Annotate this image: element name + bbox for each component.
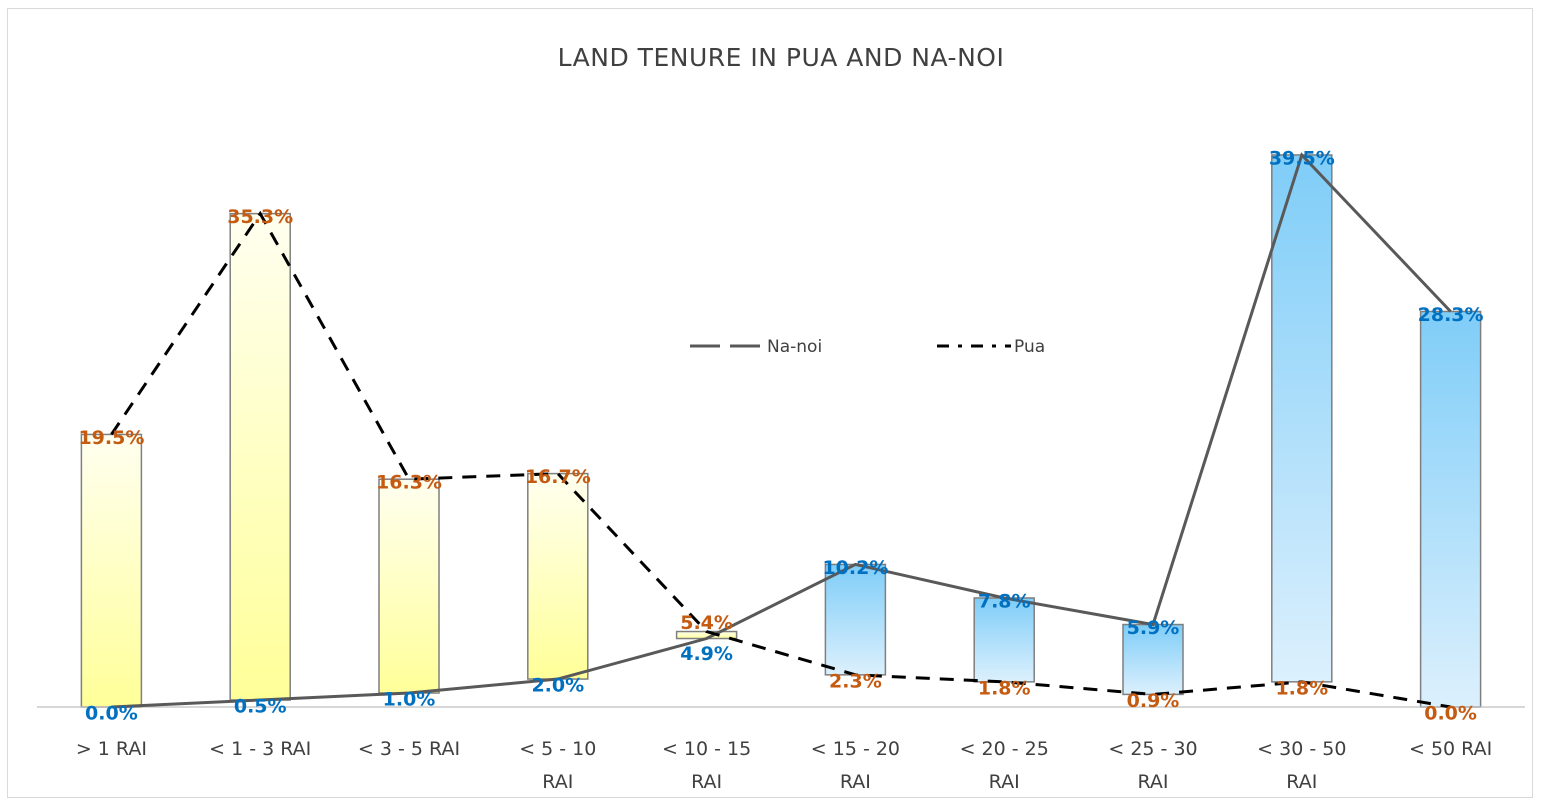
legend-label-na-noi: Na-noi xyxy=(767,337,822,357)
bar-0 xyxy=(80,433,143,708)
bar-2 xyxy=(378,478,440,694)
bar-3 xyxy=(527,472,589,680)
data-label-nanoi-4: 4.9% xyxy=(680,643,733,665)
x-tick-label-4: < 10 - 15 xyxy=(662,738,751,760)
bar-6 xyxy=(973,597,1035,683)
data-label-pua-8: 1.8% xyxy=(1275,677,1328,699)
x-tick-label-3: < 5 - 10 xyxy=(519,738,596,760)
bar-1 xyxy=(229,212,291,701)
x-tick-label-2: < 3 - 5 RAI xyxy=(358,738,460,760)
data-label-nanoi-8: 39.5% xyxy=(1269,147,1335,169)
legend-label-pua: Pua xyxy=(1014,337,1045,357)
data-label-nanoi-6: 7.8% xyxy=(978,590,1031,612)
data-label-pua-5: 2.3% xyxy=(829,670,882,692)
bar-9 xyxy=(1419,310,1482,708)
x-tick-label-8: < 30 - 50 xyxy=(1257,738,1346,760)
x-tick-label-6-line1: RAI xyxy=(989,771,1020,793)
chart-title: LAND TENURE IN PUA AND NA-NOI xyxy=(558,43,1005,72)
bar-8 xyxy=(1271,154,1333,683)
data-label-pua-1: 35.3% xyxy=(227,206,293,228)
bar-5 xyxy=(824,563,887,676)
legend: Na-noi Pua xyxy=(690,337,1045,357)
data-label-pua-2: 16.3% xyxy=(376,472,442,494)
series-line-nanoi xyxy=(111,152,1452,709)
x-tick-label-7: < 25 - 30 xyxy=(1108,738,1197,760)
data-label-nanoi-7: 5.9% xyxy=(1127,617,1180,639)
data-label-nanoi-3: 2.0% xyxy=(531,675,584,697)
x-tick-label-7-line1: RAI xyxy=(1137,771,1168,793)
data-label-nanoi-1: 0.5% xyxy=(234,696,287,718)
data-label-pua-4: 5.4% xyxy=(680,612,733,634)
data-label-pua-9: 0.0% xyxy=(1424,703,1477,725)
x-tick-label-5: < 15 - 20 xyxy=(811,738,900,760)
x-tick-label-8-line1: RAI xyxy=(1286,771,1317,793)
data-label-nanoi-9: 28.3% xyxy=(1418,304,1484,326)
chart-frame xyxy=(7,8,1533,798)
x-tick-label-5-line1: RAI xyxy=(840,771,871,793)
x-tick-label-6: < 20 - 25 xyxy=(960,738,1049,760)
data-label-nanoi-2: 1.0% xyxy=(383,689,436,711)
data-label-pua-6: 1.8% xyxy=(978,677,1031,699)
x-tick-label-3-line1: RAI xyxy=(542,771,573,793)
x-tick-label-9: < 50 RAI xyxy=(1409,738,1492,760)
data-label-pua-7: 0.9% xyxy=(1127,690,1180,712)
x-tick-label-4-line1: RAI xyxy=(691,771,722,793)
data-label-nanoi-5: 10.2% xyxy=(822,557,888,579)
x-tick-label-0: > 1 RAI xyxy=(76,738,147,760)
series-line-pua xyxy=(110,210,1451,709)
data-label-nanoi-0: 0.0% xyxy=(85,703,138,725)
data-label-pua-3: 16.7% xyxy=(525,466,591,488)
x-tick-label-1: < 1 - 3 RAI xyxy=(209,738,311,760)
data-label-pua-0: 19.5% xyxy=(78,427,144,449)
